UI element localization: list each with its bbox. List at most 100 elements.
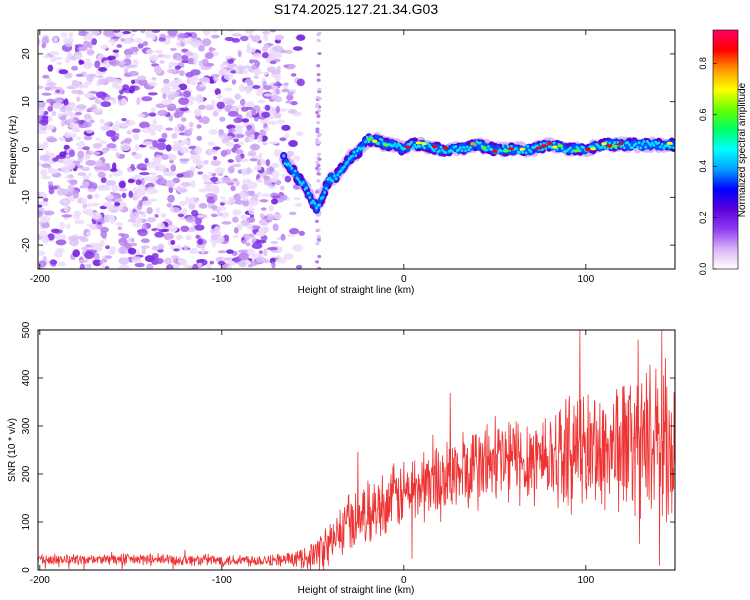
track-blob (462, 146, 466, 150)
noise-speckle (208, 149, 218, 155)
noise-speckle (69, 179, 78, 186)
noise-speckle (252, 85, 261, 89)
track-blob (526, 144, 530, 148)
noise-speckle (126, 64, 138, 68)
track-core (415, 141, 422, 145)
noise-speckle (86, 263, 92, 269)
noise-speckle (118, 257, 130, 265)
noise-speckle (296, 34, 306, 41)
track-core (590, 147, 596, 151)
noise-speckle (41, 163, 51, 168)
noise-speckle (202, 58, 209, 66)
noise-speckle (195, 234, 200, 239)
noise-speckle (93, 252, 100, 261)
noise-speckle (102, 60, 112, 69)
noise-speckle (65, 137, 74, 142)
track-blob (287, 162, 290, 166)
noise-speckle (263, 71, 268, 75)
y-tick-label: -10 (21, 190, 32, 205)
noise-speckle (266, 183, 274, 187)
noise-speckle (182, 90, 192, 98)
noise-speckle (224, 36, 235, 42)
noise-speckle (123, 68, 129, 75)
noise-speckle (87, 172, 93, 177)
track-blob (423, 146, 426, 150)
noise-speckle (38, 250, 46, 256)
noise-speckle (274, 34, 284, 41)
noise-speckle (198, 188, 207, 193)
noise-speckle (82, 209, 90, 215)
track-blob (596, 144, 600, 148)
noise-speckle (188, 247, 199, 254)
noise-speckle (83, 113, 92, 119)
noise-speckle (83, 81, 89, 89)
noise-speckle (179, 200, 187, 207)
track-core (546, 141, 553, 146)
noise-speckle (248, 206, 255, 215)
streak-speckle (315, 96, 320, 100)
streak-speckle (317, 87, 322, 92)
track-core (666, 141, 673, 145)
track-blob (314, 207, 319, 213)
noise-speckle (269, 30, 277, 33)
track-blob (608, 141, 612, 145)
noise-speckle (172, 143, 181, 152)
streak-speckle (316, 237, 321, 242)
noise-speckle (151, 252, 159, 260)
noise-speckle (191, 209, 199, 217)
noise-speckle (220, 211, 230, 218)
noise-speckle (233, 117, 243, 124)
track-blob (613, 141, 616, 145)
noise-speckle (118, 188, 128, 192)
noise-speckle (67, 184, 74, 191)
track-blob (293, 169, 297, 173)
track-core (612, 144, 618, 148)
noise-speckle (278, 108, 288, 112)
noise-speckle (200, 247, 206, 254)
noise-speckle (152, 118, 157, 125)
streak-speckle (315, 130, 320, 134)
noise-speckle (107, 55, 116, 61)
noise-speckle (166, 203, 172, 208)
colorbar-tick-label: 0.4 (698, 160, 708, 173)
noise-speckle (51, 110, 57, 116)
track-blob (311, 199, 315, 203)
noise-speckle (146, 186, 157, 195)
noise-speckle (237, 249, 249, 254)
noise-speckle (252, 52, 263, 58)
track-blob (354, 154, 358, 158)
track-blob (346, 160, 349, 164)
track-blob (308, 196, 312, 200)
streak-speckle (317, 266, 322, 269)
noise-speckle (127, 218, 137, 223)
track-blob (429, 145, 433, 149)
noise-speckle (121, 117, 127, 122)
noise-speckle (90, 242, 97, 247)
snr-series-line (38, 330, 675, 570)
noise-speckle (169, 47, 177, 52)
noise-speckle (56, 61, 63, 65)
snr-y-axis: 0 100 200 300 400 500 (21, 321, 675, 573)
noise-speckle (199, 83, 206, 88)
noise-speckle (38, 201, 42, 206)
noise-speckle (196, 259, 205, 263)
track-core (541, 144, 547, 148)
noise-speckle (77, 46, 88, 52)
noise-speckle (47, 168, 58, 175)
track-blob (315, 206, 318, 210)
track-blob (433, 149, 436, 153)
noise-speckle (165, 179, 175, 188)
noise-speckle (204, 184, 216, 192)
noise-speckle (227, 58, 234, 64)
noise-speckle (179, 107, 189, 112)
track-blob (672, 146, 675, 150)
noise-speckle (287, 91, 295, 95)
noise-speckle (224, 141, 234, 147)
noise-speckle (74, 219, 85, 225)
noise-speckle (133, 211, 145, 215)
noise-speckle (263, 248, 268, 257)
noise-speckle (93, 193, 100, 199)
track-blob (393, 142, 397, 146)
noise-speckle (293, 197, 302, 201)
track-blob (500, 149, 503, 153)
